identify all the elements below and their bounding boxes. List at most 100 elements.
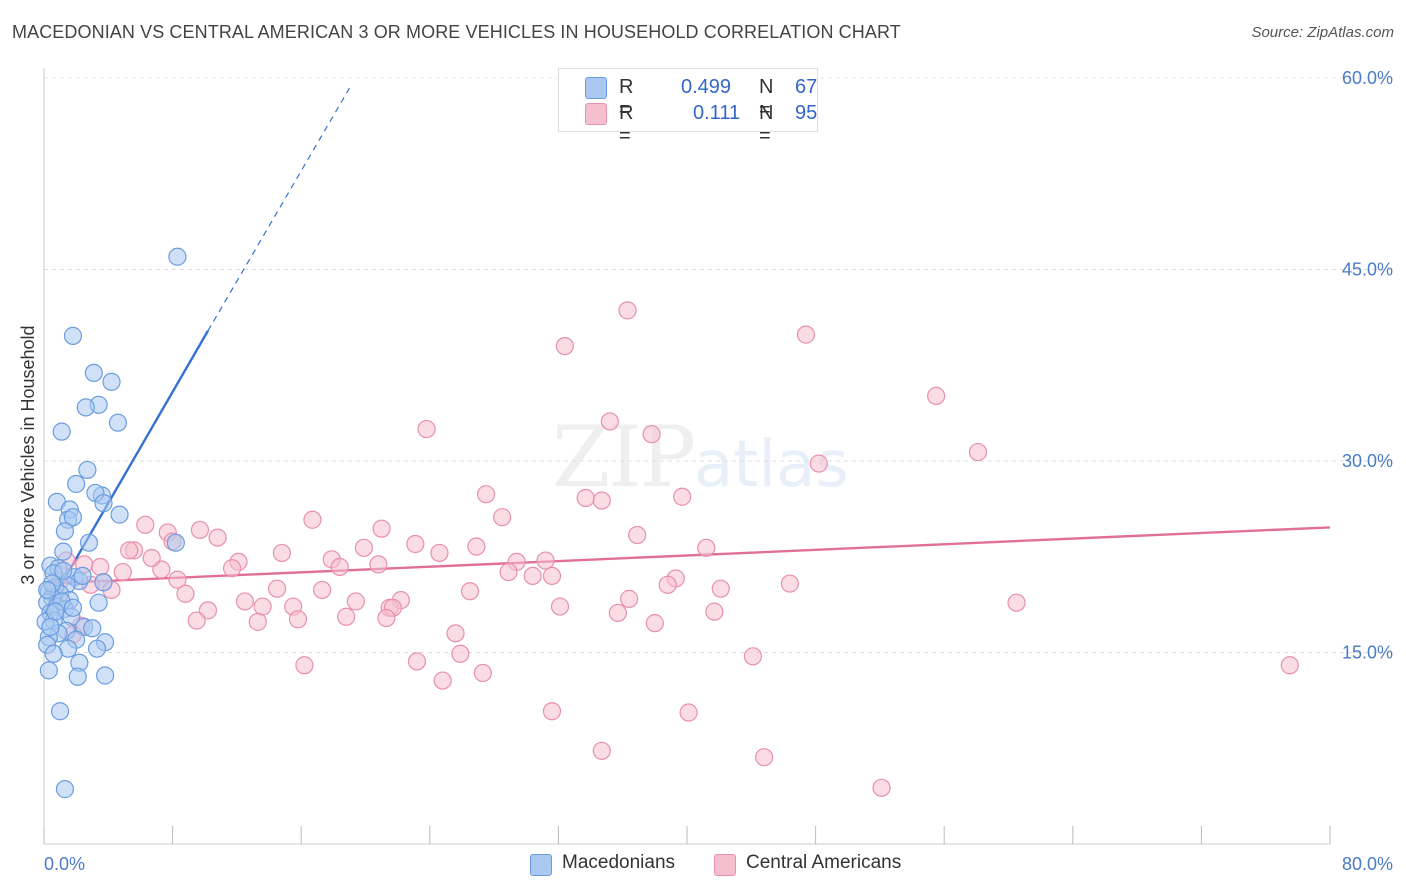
central-american-point (354, 538, 373, 557)
central-american-point (780, 574, 799, 593)
central-american-point (187, 611, 206, 630)
central-american-point (253, 597, 272, 616)
central-american-point (927, 386, 946, 405)
macedonian-point (63, 508, 83, 527)
central-american-point (493, 508, 512, 527)
central-americans-points (44, 94, 1299, 797)
central-american-point (330, 557, 349, 577)
macedonian-point (54, 561, 73, 580)
central-american-point (679, 703, 698, 722)
central-american-point (295, 656, 314, 675)
central-american-point (248, 612, 267, 631)
central-american-point (136, 515, 155, 534)
central-american-point (346, 592, 365, 611)
central-american-point (467, 537, 486, 556)
central-american-point (1280, 656, 1299, 675)
central-american-point (312, 580, 332, 600)
central-american-point (711, 579, 730, 598)
macedonian-point (94, 573, 113, 592)
central-american-point (288, 610, 308, 629)
central-american-point (608, 603, 627, 623)
central-american-point (809, 454, 828, 473)
central-american-point (705, 602, 724, 621)
macedonian-point (67, 474, 86, 494)
legend-swatch-central-americans (585, 103, 607, 125)
macedonian-point (41, 617, 60, 637)
macedonian-point (44, 644, 63, 663)
central-american-point (499, 562, 518, 582)
central-american-point (176, 584, 195, 603)
central-american-point (235, 592, 255, 611)
legend-r-label: R = (619, 102, 634, 147)
axes (43, 68, 1331, 845)
macedonians-trend-extension (207, 87, 350, 332)
bottom-legend-swatch-central-americans (714, 854, 736, 876)
macedonian-point (84, 363, 103, 383)
y-tick-label: 60.0% (1342, 68, 1393, 88)
macedonian-point (46, 602, 65, 621)
central-american-point (600, 412, 619, 431)
macedonians-points (36, 247, 187, 799)
central-americans-trend-line (43, 526, 1331, 585)
watermark-zip: ZIP (552, 408, 696, 506)
central-american-point (542, 702, 562, 721)
legend-n-value: 67 (795, 76, 818, 98)
bottom-legend-label-macedonians: Macedonians (562, 852, 676, 873)
macedonian-point (94, 494, 113, 513)
macedonian-point (76, 398, 95, 417)
legend-r-label: R = (619, 76, 634, 121)
legend-r-value: 0.499 (681, 76, 732, 98)
central-american-point (1007, 593, 1026, 612)
correlation-legend: R = 0.499 N = 67 R = 0.111 N = 95 (558, 68, 818, 147)
source-label: Source: ZipAtlas.com (1251, 24, 1394, 41)
central-american-point (592, 491, 611, 510)
central-american-point (267, 579, 287, 598)
central-american-point (550, 597, 570, 616)
central-american-point (91, 557, 110, 577)
central-american-point (673, 487, 692, 506)
central-american-point (576, 488, 595, 508)
central-american-point (697, 538, 716, 557)
central-american-point (208, 528, 227, 547)
legend-swatch-macedonians (585, 77, 607, 99)
central-american-point (406, 534, 425, 554)
central-american-point (460, 582, 480, 601)
central-american-point (658, 575, 677, 594)
macedonian-point (166, 533, 185, 552)
central-american-point (620, 589, 639, 608)
macedonian-point (63, 326, 83, 345)
central-american-point (417, 419, 436, 439)
macedonian-point (38, 580, 57, 600)
central-american-point (430, 543, 449, 563)
macedonian-point (50, 702, 70, 721)
central-american-point (198, 601, 218, 620)
central-american-point (872, 778, 891, 797)
central-american-point (142, 548, 161, 568)
trend-lines (42, 87, 1331, 615)
macedonian-point (55, 522, 74, 541)
x-tick-label-max: 80.0% (1342, 854, 1393, 874)
central-american-point (222, 559, 242, 578)
y-axis-label: 3 or more Vehicles in Household (18, 325, 38, 584)
central-american-point (377, 608, 396, 628)
central-american-point (272, 543, 292, 563)
central-american-point (113, 562, 132, 582)
bottom-legend-swatch-macedonians (530, 854, 552, 876)
macedonian-point (87, 639, 107, 658)
macedonian-point (63, 598, 83, 617)
y-tick-label: 15.0% (1342, 643, 1393, 663)
y-tick-label: 45.0% (1342, 260, 1393, 280)
macedonian-point (108, 413, 128, 432)
central-american-point (473, 663, 492, 683)
macedonian-point (39, 661, 58, 680)
central-american-point (369, 555, 388, 574)
central-american-point (968, 442, 988, 462)
central-american-point (476, 485, 496, 504)
y-tick-label: 30.0% (1342, 451, 1393, 471)
macedonian-point (83, 619, 102, 638)
central-american-point (555, 337, 574, 356)
central-american-point (372, 519, 391, 538)
macedonian-point (73, 566, 92, 586)
central-american-point (190, 520, 210, 540)
central-american-point (337, 607, 356, 626)
